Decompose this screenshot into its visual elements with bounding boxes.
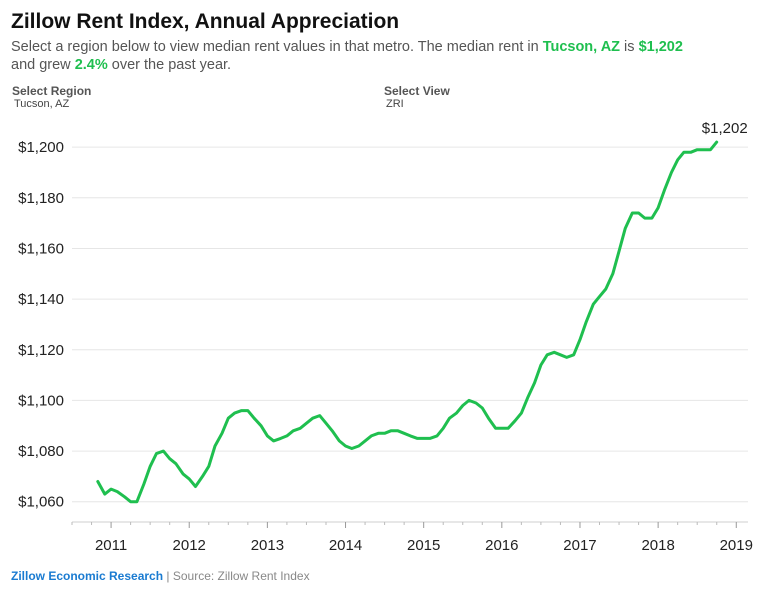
rent-index-line <box>96 140 719 504</box>
subtitle-text-4: over the past year. <box>107 57 232 73</box>
x-tick-label: 2019 <box>720 537 753 554</box>
x-tick-label: 2011 <box>95 537 127 554</box>
x-tick-label: 2014 <box>329 537 362 554</box>
x-tick-label: 2012 <box>173 537 206 554</box>
y-tick-label: $1,200 <box>18 139 64 156</box>
x-tick-label: 2017 <box>563 537 596 554</box>
y-tick-label: $1,080 <box>18 443 64 460</box>
select-region-dropdown[interactable]: Tucson, AZ <box>14 98 70 110</box>
x-tick-label: 2016 <box>485 537 518 554</box>
median-rent-highlight: $1,202 <box>638 39 683 55</box>
y-tick-label: $1,060 <box>18 494 64 511</box>
subtitle-text-3: and grew <box>11 57 75 73</box>
y-tick-label: $1,140 <box>18 291 64 308</box>
y-tick-label: $1,160 <box>18 240 64 257</box>
y-tick-label: $1,120 <box>18 342 64 359</box>
growth-highlight: 2.4% <box>74 57 108 73</box>
footer-brand-link[interactable]: Zillow Economic Research <box>11 569 164 583</box>
select-view-dropdown[interactable]: ZRI <box>386 98 404 110</box>
footer: Zillow Economic Research | Source: Zillo… <box>11 569 310 583</box>
x-tick-label: 2015 <box>407 537 440 554</box>
end-value-label: $1,202 <box>702 120 748 137</box>
select-view-label: Select View <box>384 84 450 98</box>
chart-title: Zillow Rent Index, Annual Appreciation <box>11 10 400 33</box>
y-axis: $1,060 $1,080 $1,100 $1,120 $1,140 $1,160 $1,1… <box>18 139 64 511</box>
grid-lines <box>72 146 748 503</box>
y-tick-label: $1,100 <box>18 392 64 409</box>
region-highlight: Tucson, AZ <box>542 39 621 55</box>
x-tick-label: 2018 <box>641 537 674 554</box>
subtitle-text-1: Select a region below to view median ren… <box>11 39 543 55</box>
y-tick-label: $1,180 <box>18 190 64 207</box>
x-tick-label: 2013 <box>251 537 284 554</box>
subtitle: Select a region below to view median ren… <box>11 38 751 74</box>
select-region-label: Select Region <box>12 84 92 98</box>
footer-source: Source: Zillow Rent Index <box>172 569 310 583</box>
x-axis: 2011 2012 2013 2014 2015 2016 2017 2018 2019 <box>71 521 753 554</box>
footer-separator: | <box>163 569 173 583</box>
subtitle-text-2: is <box>620 39 639 55</box>
